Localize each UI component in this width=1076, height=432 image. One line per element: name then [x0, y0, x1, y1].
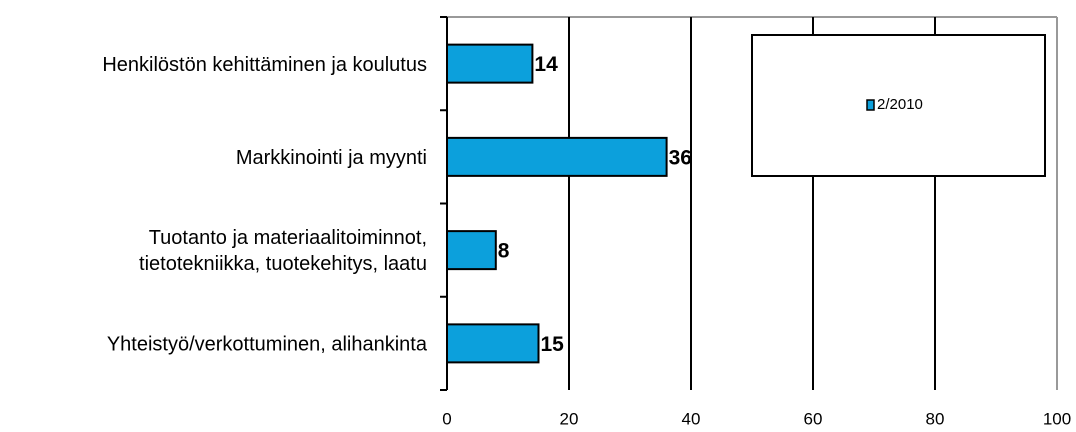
legend-swatch [866, 99, 875, 111]
x-tick-label: 20 [560, 409, 579, 428]
bar [446, 136, 668, 177]
bar [446, 230, 497, 271]
y-tick-label: Yhteistyö/verkottuminen, alihankinta [107, 334, 428, 356]
x-tick-label: 0 [442, 409, 451, 428]
x-tick-label: 40 [682, 409, 701, 428]
data-label: 36 [669, 146, 692, 169]
data-label: 14 [534, 53, 558, 76]
bar [446, 43, 534, 84]
y-tick-label: Henkilöstön kehittäminen ja koulutus [102, 54, 427, 76]
x-tick-label: 100 [1043, 409, 1071, 428]
y-tick-label: Markkinointi ja myynti [236, 147, 427, 169]
y-tick-label: Tuotanto ja materiaalitoiminnot, tietotek… [139, 227, 427, 275]
x-tick-label: 80 [926, 409, 945, 428]
data-label: 15 [541, 333, 565, 356]
x-tick-label: 60 [804, 409, 823, 428]
legend-label: 2/2010 [877, 96, 923, 113]
legend-box [751, 34, 1046, 177]
data-label: 8 [498, 240, 510, 263]
bar [446, 323, 540, 364]
